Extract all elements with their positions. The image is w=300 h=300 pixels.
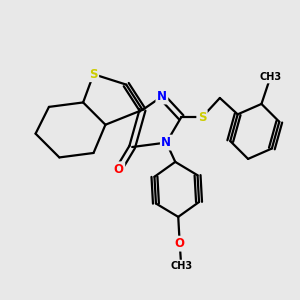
Text: N: N xyxy=(161,136,171,149)
Text: O: O xyxy=(175,237,185,250)
Text: S: S xyxy=(89,68,98,81)
Text: CH3: CH3 xyxy=(259,72,281,82)
Text: S: S xyxy=(198,111,206,124)
Text: O: O xyxy=(114,163,124,176)
Text: N: N xyxy=(157,90,167,103)
Text: CH3: CH3 xyxy=(170,261,192,271)
